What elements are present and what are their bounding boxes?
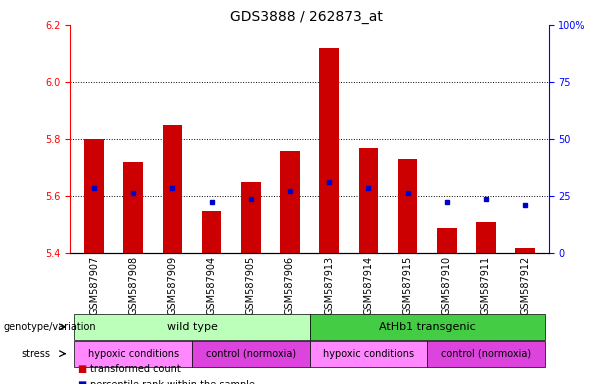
Text: control (normoxia): control (normoxia) <box>206 349 296 359</box>
Text: hypoxic conditions: hypoxic conditions <box>88 349 179 359</box>
Text: control (normoxia): control (normoxia) <box>441 349 531 359</box>
Bar <box>123 162 143 253</box>
Bar <box>476 222 496 253</box>
Bar <box>437 228 457 253</box>
Text: GDS3888 / 262873_at: GDS3888 / 262873_at <box>230 10 383 23</box>
Text: stress: stress <box>21 349 50 359</box>
Bar <box>202 210 221 253</box>
Text: transformed count: transformed count <box>90 364 181 374</box>
Bar <box>398 159 417 253</box>
Text: genotype/variation: genotype/variation <box>3 322 96 332</box>
Bar <box>162 125 182 253</box>
Text: wild type: wild type <box>167 322 218 332</box>
Text: AtHb1 transgenic: AtHb1 transgenic <box>379 322 476 332</box>
Bar <box>84 139 104 253</box>
Text: hypoxic conditions: hypoxic conditions <box>323 349 414 359</box>
Text: ■: ■ <box>77 380 86 384</box>
Text: ■: ■ <box>77 364 86 374</box>
Bar <box>359 148 378 253</box>
Bar <box>280 151 300 253</box>
Bar <box>516 248 535 253</box>
Bar <box>319 48 339 253</box>
Bar <box>241 182 261 253</box>
Text: percentile rank within the sample: percentile rank within the sample <box>90 380 255 384</box>
